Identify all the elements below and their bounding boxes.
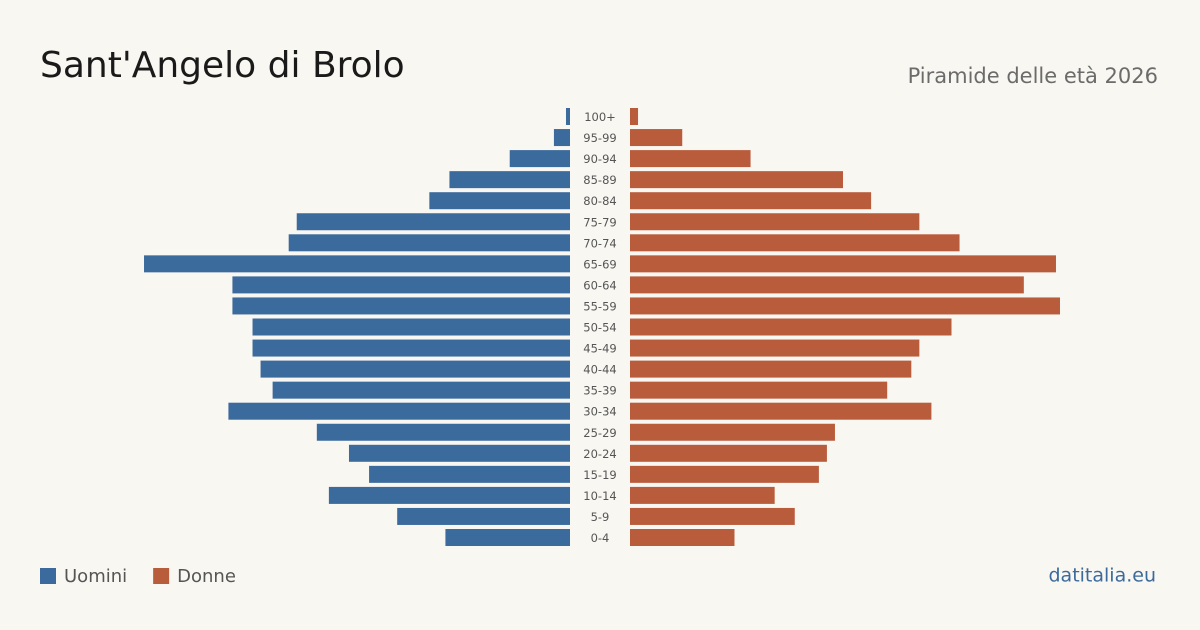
bar — [509, 150, 570, 168]
bar — [630, 150, 751, 168]
bar — [630, 171, 843, 189]
bar — [630, 318, 952, 336]
bar — [445, 529, 570, 546]
age-label: 85-89 — [583, 173, 616, 187]
chart-subtitle: Piramide delle età 2026 — [908, 64, 1158, 88]
bar — [630, 529, 735, 546]
bar — [630, 297, 1060, 315]
bar — [348, 444, 570, 462]
bar — [296, 213, 570, 231]
bar — [232, 276, 570, 294]
bar — [553, 129, 570, 147]
bar — [630, 129, 683, 147]
age-label: 65-69 — [583, 257, 616, 271]
chart-title: Sant'Angelo di Brolo — [40, 45, 405, 86]
bar — [260, 360, 570, 378]
age-label: 0-4 — [591, 531, 610, 545]
bar — [630, 213, 920, 231]
age-label: 45-49 — [583, 342, 616, 356]
legend-label: Uomini — [64, 566, 127, 587]
bar — [288, 234, 570, 252]
age-label: 50-54 — [583, 321, 616, 335]
age-label: 90-94 — [583, 152, 616, 166]
age-label: 60-64 — [583, 278, 616, 292]
legend-label: Donne — [177, 566, 236, 587]
bar — [228, 402, 571, 420]
age-label: 30-34 — [583, 405, 616, 419]
age-label: 5-9 — [591, 510, 610, 524]
bar — [252, 339, 570, 357]
bar — [316, 423, 570, 441]
bar — [630, 507, 795, 525]
legend-swatch — [40, 568, 56, 584]
source: datitalia.eu — [1049, 565, 1157, 587]
bar — [449, 171, 570, 189]
age-label: 70-74 — [583, 236, 616, 250]
bar — [429, 192, 570, 210]
bar — [630, 360, 912, 378]
legend-swatch — [153, 568, 170, 584]
bar — [232, 297, 570, 315]
age-label: 25-29 — [583, 426, 616, 440]
bar — [630, 486, 775, 504]
bar — [630, 402, 932, 420]
bar — [630, 276, 1024, 294]
bar — [272, 381, 570, 399]
bar — [630, 381, 888, 399]
bar — [630, 255, 1056, 273]
age-label: 80-84 — [583, 194, 616, 208]
bar — [630, 234, 960, 252]
bar — [630, 108, 639, 125]
bar — [328, 486, 570, 504]
age-label: 15-19 — [583, 468, 616, 482]
bar — [565, 108, 570, 125]
age-label: 40-44 — [583, 363, 616, 377]
bar — [630, 423, 835, 441]
bar — [630, 339, 920, 357]
bar — [252, 318, 570, 336]
bar — [397, 507, 570, 525]
bar — [369, 465, 570, 483]
bar — [144, 255, 571, 273]
bar — [630, 192, 872, 210]
age-label: 10-14 — [583, 489, 616, 503]
age-label: 55-59 — [583, 299, 616, 313]
bar — [630, 465, 819, 483]
age-label: 75-79 — [583, 215, 616, 229]
age-label: 20-24 — [583, 447, 616, 461]
age-label: 95-99 — [583, 131, 616, 145]
age-label: 35-39 — [583, 384, 616, 398]
age-label: 100+ — [584, 110, 616, 124]
bar — [630, 444, 827, 462]
